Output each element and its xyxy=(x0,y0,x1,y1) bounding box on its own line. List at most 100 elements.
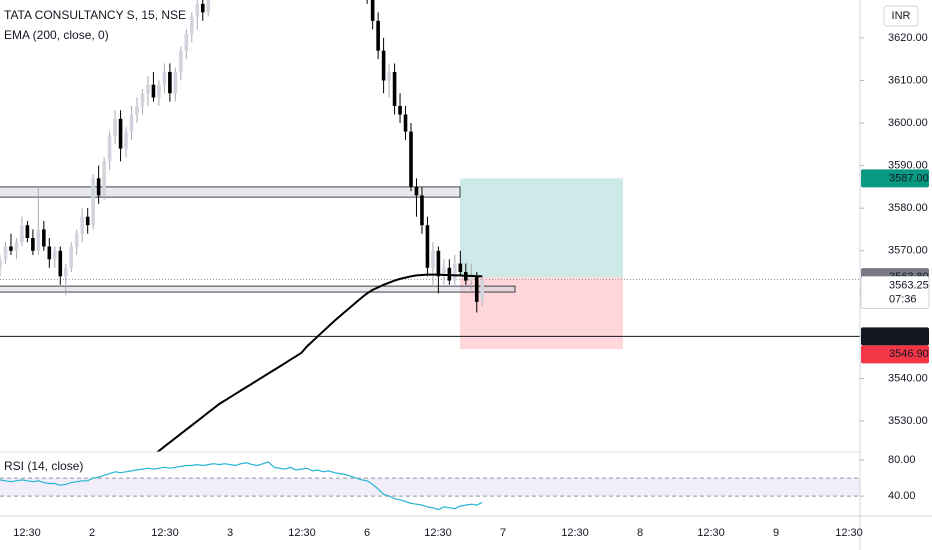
candle-body xyxy=(69,246,74,268)
ema-legend[interactable]: EMA (200, close, 0) xyxy=(4,28,109,42)
candle-body xyxy=(381,50,386,81)
candle-body xyxy=(469,276,474,281)
price-tag xyxy=(861,327,929,346)
candle-body xyxy=(190,16,194,34)
x-tick-label: 3 xyxy=(227,527,233,539)
x-tick-label: 12:30 xyxy=(835,527,863,539)
candle-body xyxy=(80,216,84,234)
y-tick-label: 3600.00 xyxy=(888,117,928,129)
candle-body xyxy=(414,186,419,196)
y-tick-label: 3570.00 xyxy=(888,245,928,257)
rsi-legend[interactable]: RSI (14, close) xyxy=(4,459,83,473)
candle-body xyxy=(206,0,211,13)
x-tick-label: 8 xyxy=(637,527,643,539)
x-tick-label: 12:30 xyxy=(424,527,452,539)
candle-body xyxy=(146,84,150,94)
candle-body xyxy=(63,267,68,277)
candle-body xyxy=(47,246,52,260)
ema-line xyxy=(155,273,483,452)
price-pane xyxy=(0,0,860,452)
y-tick-label: 3540.00 xyxy=(888,372,928,384)
zone xyxy=(0,186,461,198)
candle-body xyxy=(431,250,435,268)
candle-body xyxy=(42,229,46,247)
candle-body xyxy=(151,84,156,98)
rsi-pane xyxy=(0,461,860,511)
candle-body xyxy=(173,71,178,94)
rsi-y-tick-label: 40.00 xyxy=(888,490,916,502)
candle-body xyxy=(85,216,90,226)
candle-body xyxy=(184,33,189,51)
y-tick-label: 3590.00 xyxy=(888,160,928,172)
x-tick-label: 12:30 xyxy=(288,527,316,539)
candle-body xyxy=(398,106,402,115)
candle-body xyxy=(200,3,205,13)
candle-body xyxy=(107,135,112,162)
candle-body xyxy=(74,233,79,247)
last-price-label: 3563.25 xyxy=(889,279,929,291)
candle-body xyxy=(3,246,8,260)
rsi-line xyxy=(0,461,483,511)
y-tick-label: 3610.00 xyxy=(888,74,928,86)
price-tag xyxy=(861,169,929,188)
candle-body xyxy=(409,131,413,187)
price-tag xyxy=(861,345,929,364)
candle-body xyxy=(168,71,172,94)
candle-body xyxy=(0,259,2,268)
candle-body xyxy=(425,225,430,268)
candle-body xyxy=(392,71,397,107)
candle-body xyxy=(124,131,128,149)
candle-body xyxy=(58,250,63,277)
candle-body xyxy=(474,276,479,302)
candle-body xyxy=(403,114,408,132)
y-tick-label: 3620.00 xyxy=(888,32,928,44)
x-tick-label: 2 xyxy=(89,527,95,539)
currency: INR xyxy=(892,10,911,22)
countdown-label: 07:36 xyxy=(889,293,917,305)
candle-body xyxy=(458,263,463,273)
candle-body xyxy=(129,114,134,132)
candle-body xyxy=(442,267,446,277)
rsi-band xyxy=(0,478,860,497)
candle-body xyxy=(453,263,457,281)
candle-body xyxy=(53,250,57,260)
x-tick-label: 9 xyxy=(773,527,779,539)
candle-body xyxy=(36,229,41,251)
candle-body xyxy=(420,195,424,226)
x-tick-label: 12:30 xyxy=(13,527,41,539)
y-tick-label: 3530.00 xyxy=(888,415,928,427)
profit-zone xyxy=(460,178,623,278)
candle-body xyxy=(162,71,167,85)
price-tag-label: 3546.90 xyxy=(889,348,929,360)
price-tag-label: 3549.90 xyxy=(889,330,929,342)
candle-body xyxy=(102,161,106,196)
price-tag-label: 3587.00 xyxy=(889,172,929,184)
symbol-title[interactable]: TATA CONSULTANCY S, 15, NSE xyxy=(4,8,186,22)
candle-body xyxy=(370,0,375,21)
x-tick-label: 12:30 xyxy=(151,527,179,539)
zone xyxy=(0,285,516,293)
currency-box[interactable] xyxy=(883,5,919,27)
candle-body xyxy=(376,20,380,51)
candle-body xyxy=(91,178,95,226)
candle-body xyxy=(9,246,13,251)
rsi-y-tick-label: 80.00 xyxy=(888,454,916,466)
candle-body xyxy=(480,279,485,302)
candle-body xyxy=(25,225,30,238)
candle-body xyxy=(113,118,117,136)
price-axis: INR 3530.003540.003550.003560.003570.003… xyxy=(859,0,932,550)
candle-body xyxy=(20,225,24,243)
y-tick-label: 3580.00 xyxy=(888,202,928,214)
candle-body xyxy=(179,50,183,72)
candle-body xyxy=(96,178,101,196)
candle-body xyxy=(135,106,139,115)
x-tick-label: 7 xyxy=(500,527,506,539)
candle-body xyxy=(118,118,123,149)
candle-body xyxy=(195,3,200,17)
x-tick-label: 12:30 xyxy=(561,527,589,539)
x-tick-label: 12:30 xyxy=(697,527,725,539)
candle-body xyxy=(157,84,161,98)
candle-body xyxy=(436,250,441,277)
x-tick-label: 6 xyxy=(364,527,370,539)
